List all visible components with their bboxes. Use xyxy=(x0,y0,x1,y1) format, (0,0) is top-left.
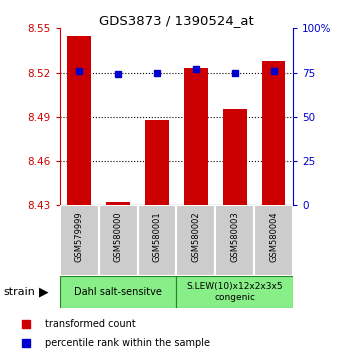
Bar xyxy=(137,205,176,276)
Bar xyxy=(254,205,293,276)
Bar xyxy=(184,68,208,205)
Bar xyxy=(145,120,169,205)
Text: GSM580000: GSM580000 xyxy=(114,211,122,262)
Text: Dahl salt-sensitve: Dahl salt-sensitve xyxy=(74,287,162,297)
Text: strain: strain xyxy=(3,287,35,297)
Text: GSM580004: GSM580004 xyxy=(269,211,278,262)
Bar xyxy=(99,205,137,276)
Bar xyxy=(216,205,254,276)
Text: GSM579999: GSM579999 xyxy=(75,211,84,262)
Text: GSM580003: GSM580003 xyxy=(231,211,239,262)
Text: GSM580001: GSM580001 xyxy=(152,211,162,262)
Bar xyxy=(68,36,91,205)
Bar xyxy=(60,205,99,276)
Bar xyxy=(176,276,293,308)
Text: ▶: ▶ xyxy=(39,286,49,298)
Bar xyxy=(262,61,285,205)
Bar xyxy=(106,202,130,205)
Title: GDS3873 / 1390524_at: GDS3873 / 1390524_at xyxy=(99,14,254,27)
Bar xyxy=(60,276,177,308)
Text: transformed count: transformed count xyxy=(45,319,136,329)
Text: S.LEW(10)x12x2x3x5
congenic: S.LEW(10)x12x2x3x5 congenic xyxy=(187,282,283,302)
Bar xyxy=(176,205,216,276)
Bar xyxy=(223,109,247,205)
Text: percentile rank within the sample: percentile rank within the sample xyxy=(45,338,210,348)
Text: GSM580002: GSM580002 xyxy=(191,211,201,262)
